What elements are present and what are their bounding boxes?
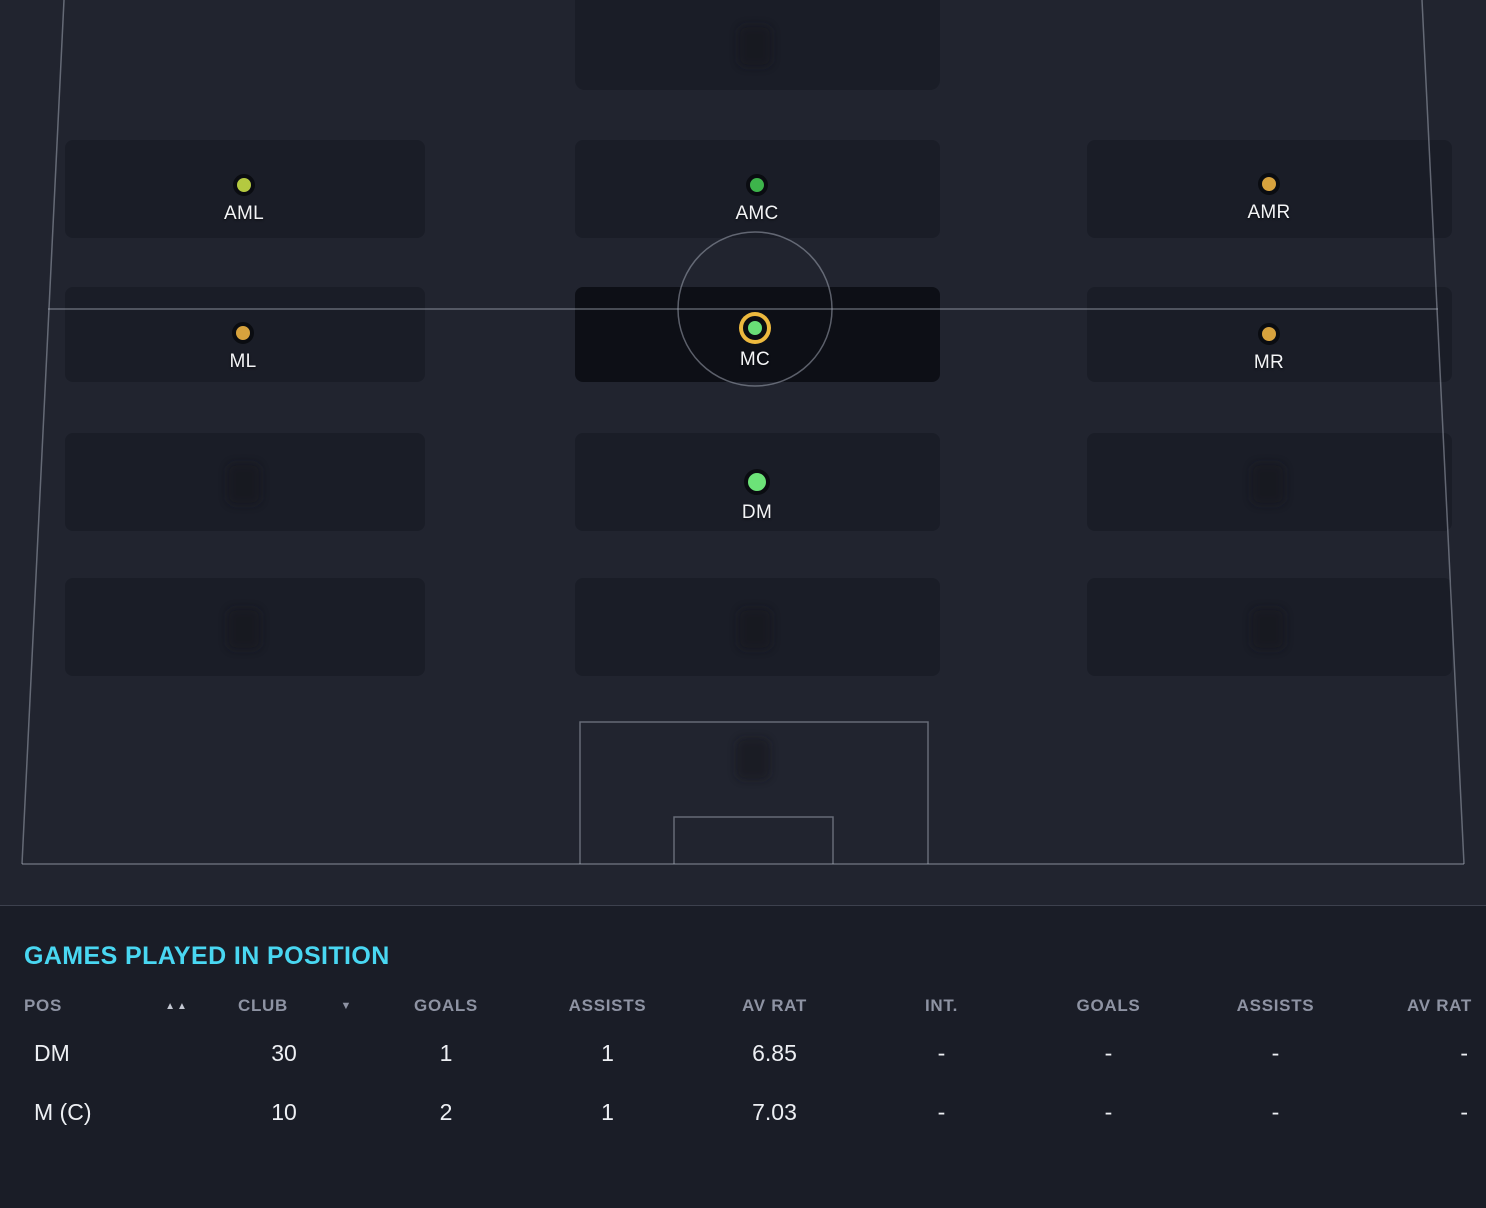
position-marker-mr[interactable]: MR: [1224, 323, 1314, 374]
penalty-box: [579, 721, 929, 864]
position-label-amc: AMC: [735, 203, 779, 224]
table-row-dm-club: 30: [271, 1040, 297, 1066]
right-sideline: [1421, 0, 1465, 865]
table-row-dm-assists-2: -: [1271, 1040, 1280, 1066]
pitch-graphic: [21, 0, 1465, 865]
position-marker-dm[interactable]: DM: [712, 469, 802, 524]
position-dot-ml[interactable]: [232, 322, 254, 344]
pitch: AML AMC AMR ML MC MR DM: [21, 0, 1465, 865]
position-dot-dm[interactable]: [744, 469, 770, 495]
table-row-mc-int: -: [937, 1099, 946, 1125]
position-label-ml: ML: [229, 351, 257, 372]
column-header-assists-2[interactable]: ASSISTS: [1236, 996, 1315, 1015]
goal-area: [673, 816, 834, 864]
column-header-goals[interactable]: GOALS: [414, 996, 478, 1015]
table-row-mc-goals: 2: [439, 1099, 453, 1125]
position-marker-amr[interactable]: AMR: [1224, 173, 1314, 224]
section-divider: [0, 905, 1486, 906]
table-row-dm-avrat: 6.85: [752, 1040, 797, 1066]
column-header-club[interactable]: CLUB: [237, 996, 288, 1015]
left-sideline: [21, 0, 65, 865]
column-header-int[interactable]: INT.: [924, 996, 959, 1015]
table-row-dm-goals-2: -: [1104, 1040, 1113, 1066]
position-dot-mc[interactable]: [743, 316, 767, 340]
table-row-mc-club: 10: [271, 1099, 297, 1125]
games-played-section: GAMES PLAYED IN POSITION POS ▲▲ CLUB ▼ G…: [0, 906, 1486, 1208]
table-row-dm-assists: 1: [601, 1040, 614, 1066]
section-title: GAMES PLAYED IN POSITION: [24, 942, 390, 970]
position-label-dm: DM: [741, 502, 773, 523]
column-header-avrat[interactable]: AV RAT: [742, 996, 807, 1015]
position-label-amr: AMR: [1247, 202, 1291, 223]
table-row-mc-goals-2: -: [1104, 1099, 1113, 1125]
table-row-mc-assists: 1: [601, 1099, 614, 1125]
table-row-mc-avrat-2: -: [1460, 1099, 1468, 1125]
position-dot-amr[interactable]: [1258, 173, 1280, 195]
position-marker-mc-selected[interactable]: MC: [710, 316, 800, 371]
sort-descending-icon[interactable]: ▼: [340, 1000, 354, 1012]
column-header-avrat-2[interactable]: AV RAT: [1407, 996, 1472, 1015]
table-row-dm-int: -: [937, 1040, 946, 1066]
table-row-mc-assists-2: -: [1271, 1099, 1280, 1125]
position-marker-aml[interactable]: AML: [199, 174, 289, 225]
column-header-goals-2[interactable]: GOALS: [1076, 996, 1141, 1015]
position-dot-aml[interactable]: [233, 174, 255, 196]
ghost-player-smudges: [227, 25, 1285, 780]
position-label-mr: MR: [1253, 352, 1285, 373]
position-dot-mr[interactable]: [1258, 323, 1280, 345]
position-marker-amc[interactable]: AMC: [712, 174, 802, 225]
table-row-dm-avrat-2: -: [1460, 1040, 1468, 1066]
pitch-lines: [21, 0, 1465, 865]
table-row-dm-pos: DM: [34, 1040, 70, 1066]
position-dot-amc[interactable]: [746, 174, 768, 196]
column-header-pos[interactable]: POS: [24, 996, 63, 1015]
column-header-assists[interactable]: ASSISTS: [568, 996, 647, 1015]
table-row-mc-avrat: 7.03: [752, 1099, 797, 1125]
position-label-aml: AML: [224, 203, 264, 224]
position-marker-ml[interactable]: ML: [198, 322, 288, 373]
position-label-mc: MC: [739, 349, 771, 370]
sort-ascending-icon[interactable]: ▲▲: [165, 1000, 189, 1012]
games-played-table: POS ▲▲ CLUB ▼ GOALS ASSISTS AV RAT INT. …: [0, 988, 1486, 1142]
table-row-mc-pos: M (C): [34, 1099, 92, 1125]
table-row-dm-goals: 1: [439, 1040, 453, 1066]
center-circle: [677, 231, 833, 387]
